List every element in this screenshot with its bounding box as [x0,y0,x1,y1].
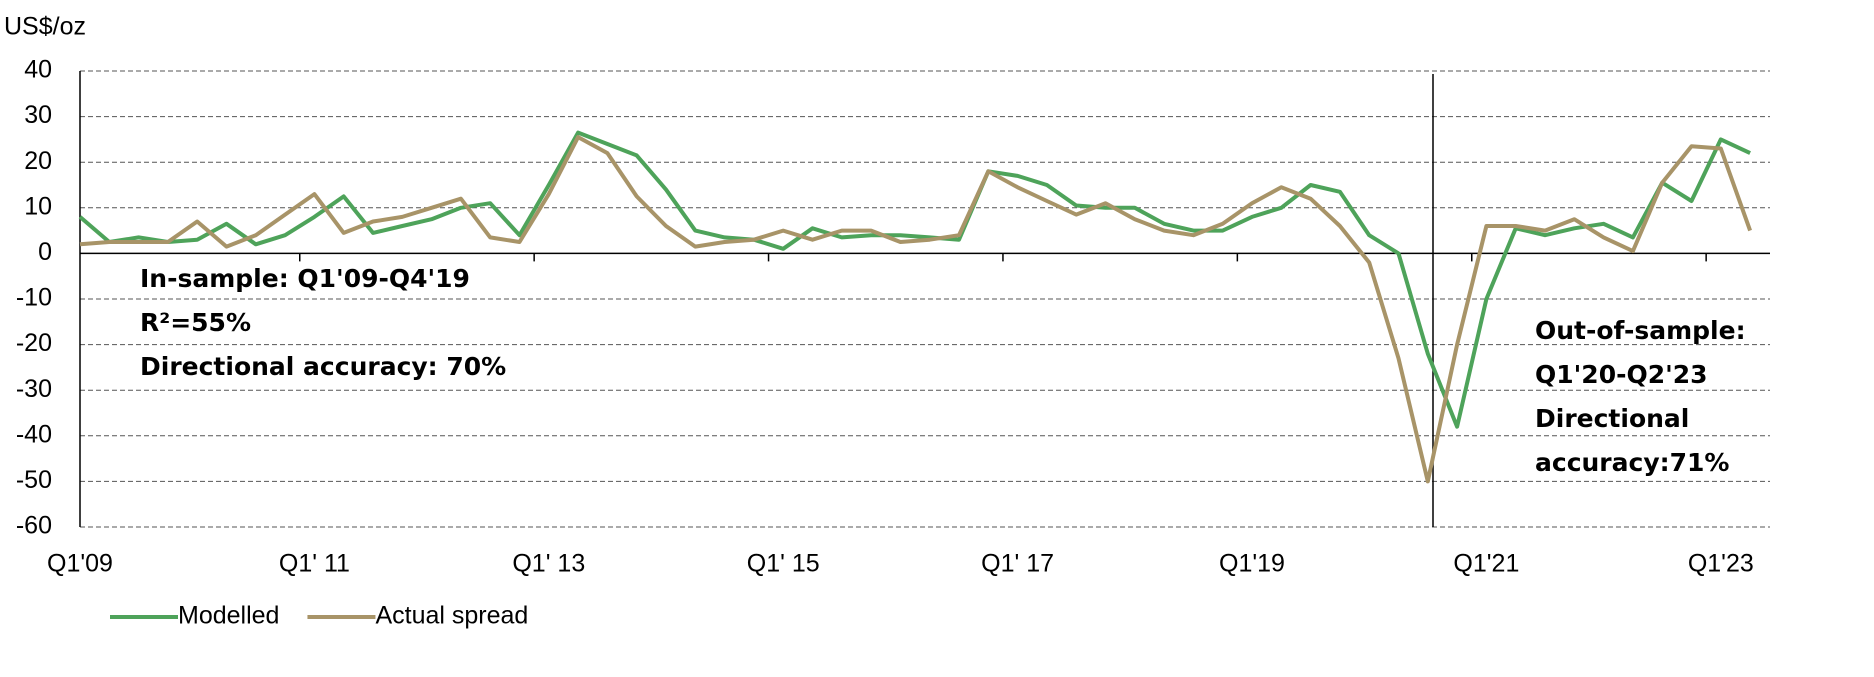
legend-label: Actual spread [375,602,528,630]
annotation: Out-of-sample: [1535,316,1746,345]
series-line [79,135,1752,484]
x-tick-label: Q1'23 [1688,550,1754,578]
x-tick-label: Q1' 11 [279,550,350,578]
y-tick-label: -20 [16,329,52,357]
y-tick-label: 20 [24,147,52,175]
annotation: In-sample: Q1'09-Q4'19 [140,264,470,293]
y-tick-label: 40 [24,56,52,84]
annotation: R²=55% [140,308,251,337]
annotation: Directional accuracy: 70% [140,352,506,381]
y-tick-label: -10 [16,284,52,312]
annotation: Q1'20-Q2'23 [1535,360,1708,389]
y-axis-label: US$/oz [4,13,86,41]
y-tick-label: -40 [16,420,52,448]
legend-label: Modelled [178,602,279,630]
x-tick-label: Q1' 13 [512,550,585,578]
y-tick-label: -30 [16,375,52,403]
x-tick-label: Q1'19 [1219,550,1285,578]
y-tick-label: 10 [24,192,52,220]
y-tick-label: 30 [24,101,52,129]
x-tick-label: Q1' 15 [747,550,820,578]
annotation: accuracy:71% [1535,448,1729,477]
y-tick-label: -60 [16,512,52,540]
x-tick-label: Q1'21 [1453,550,1519,578]
x-tick-label: Q1' 17 [981,550,1054,578]
y-tick-label: 0 [38,238,52,266]
annotation: Directional [1535,404,1689,433]
series-line [78,130,1751,429]
x-tick-label: Q1'09 [47,550,113,578]
y-tick-label: -50 [16,466,52,494]
